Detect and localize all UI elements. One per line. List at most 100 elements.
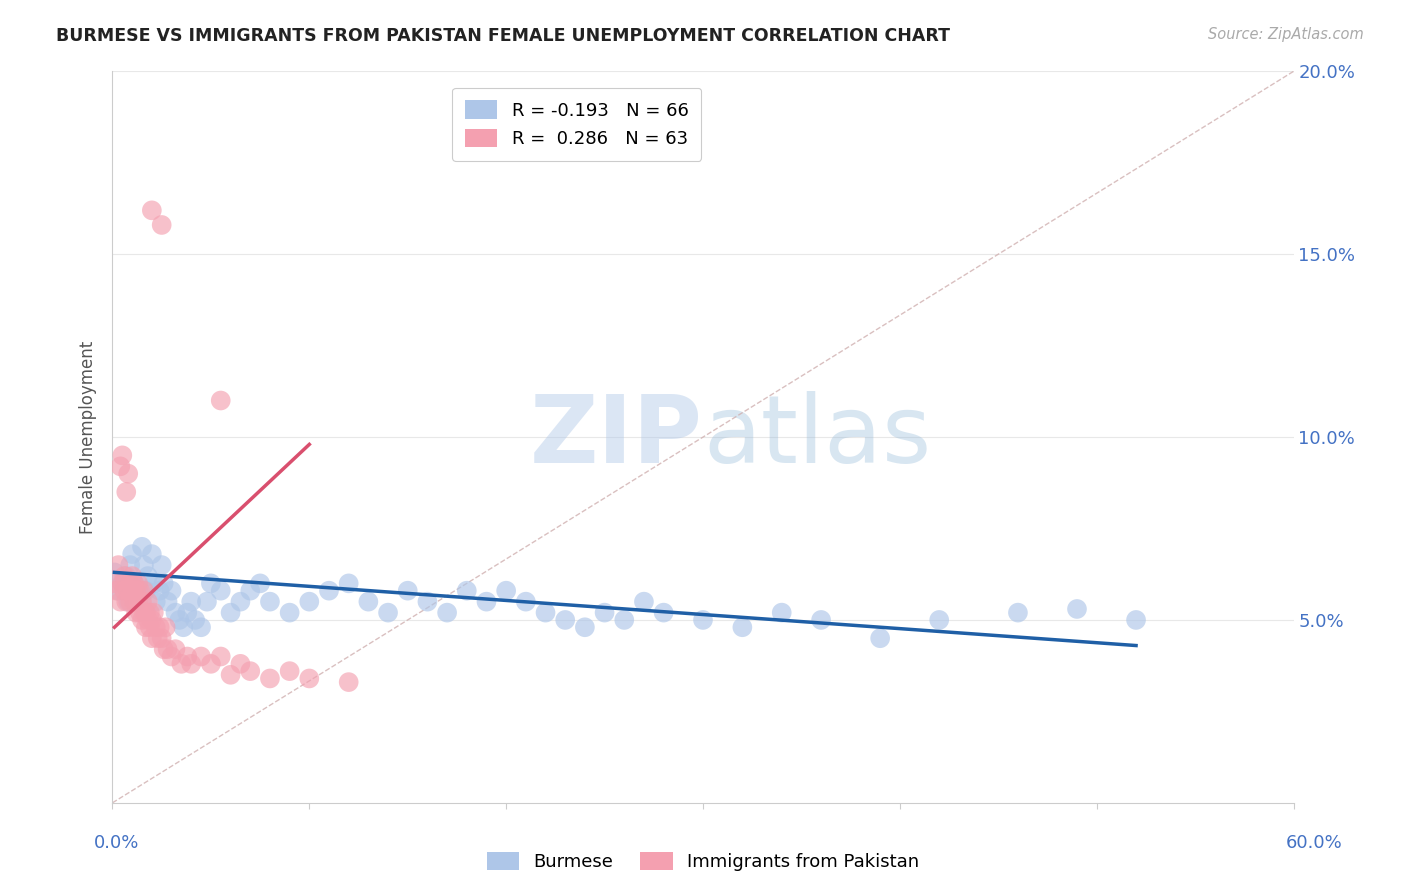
Point <box>117 583 139 598</box>
Legend: R = -0.193   N = 66, R =  0.286   N = 63: R = -0.193 N = 66, R = 0.286 N = 63 <box>453 87 702 161</box>
Point <box>160 583 183 598</box>
Point <box>146 632 169 646</box>
Point <box>869 632 891 646</box>
Point <box>652 606 675 620</box>
Text: 0.0%: 0.0% <box>94 834 139 852</box>
Point <box>127 576 149 591</box>
Point <box>150 558 173 573</box>
Point <box>135 620 157 634</box>
Point <box>180 657 202 671</box>
Point <box>337 675 360 690</box>
Point <box>574 620 596 634</box>
Point <box>131 613 153 627</box>
Y-axis label: Female Unemployment: Female Unemployment <box>79 341 97 533</box>
Point <box>593 606 616 620</box>
Point <box>436 606 458 620</box>
Point <box>318 583 340 598</box>
Point <box>534 606 557 620</box>
Legend: Burmese, Immigrants from Pakistan: Burmese, Immigrants from Pakistan <box>479 845 927 879</box>
Text: Source: ZipAtlas.com: Source: ZipAtlas.com <box>1208 27 1364 42</box>
Point <box>149 583 172 598</box>
Point <box>110 594 132 608</box>
Point <box>377 606 399 620</box>
Point <box>1125 613 1147 627</box>
Point <box>121 547 143 561</box>
Point <box>115 594 138 608</box>
Point <box>122 594 145 608</box>
Point <box>132 583 155 598</box>
Point <box>156 594 179 608</box>
Point <box>127 583 149 598</box>
Point <box>125 594 148 608</box>
Point <box>160 649 183 664</box>
Point <box>152 642 174 657</box>
Point <box>229 657 252 671</box>
Point <box>169 613 191 627</box>
Point <box>200 576 222 591</box>
Point <box>142 606 165 620</box>
Point <box>495 583 517 598</box>
Point <box>155 620 177 634</box>
Point <box>209 649 232 664</box>
Point <box>111 448 134 462</box>
Point <box>249 576 271 591</box>
Point <box>145 620 167 634</box>
Point <box>1007 606 1029 620</box>
Point <box>692 613 714 627</box>
Point <box>120 558 142 573</box>
Point <box>142 576 165 591</box>
Point <box>112 583 135 598</box>
Point <box>149 620 172 634</box>
Point <box>165 642 187 657</box>
Point <box>132 606 155 620</box>
Point <box>117 467 139 481</box>
Point <box>131 540 153 554</box>
Point <box>278 664 301 678</box>
Point <box>475 594 498 608</box>
Point <box>259 672 281 686</box>
Point <box>396 583 419 598</box>
Point <box>200 657 222 671</box>
Point <box>239 583 262 598</box>
Point <box>219 667 242 681</box>
Point <box>103 576 125 591</box>
Text: atlas: atlas <box>703 391 931 483</box>
Point <box>515 594 537 608</box>
Point <box>152 576 174 591</box>
Point <box>1066 602 1088 616</box>
Point <box>105 583 128 598</box>
Point <box>180 594 202 608</box>
Point <box>150 218 173 232</box>
Point <box>172 620 194 634</box>
Point <box>107 583 129 598</box>
Point <box>135 583 157 598</box>
Point <box>298 594 321 608</box>
Point <box>195 594 218 608</box>
Text: 60.0%: 60.0% <box>1286 834 1343 852</box>
Point <box>122 576 145 591</box>
Text: ZIP: ZIP <box>530 391 703 483</box>
Point <box>139 620 162 634</box>
Point <box>731 620 754 634</box>
Point <box>121 583 143 598</box>
Point <box>111 576 134 591</box>
Point <box>145 594 167 608</box>
Point <box>136 569 159 583</box>
Point <box>136 594 159 608</box>
Point <box>176 649 198 664</box>
Point <box>209 583 232 598</box>
Point <box>357 594 380 608</box>
Point <box>170 657 193 671</box>
Point <box>298 672 321 686</box>
Point <box>129 583 152 598</box>
Point <box>165 606 187 620</box>
Point <box>259 594 281 608</box>
Point <box>141 613 163 627</box>
Point <box>141 203 163 218</box>
Point <box>176 606 198 620</box>
Point <box>141 632 163 646</box>
Point <box>928 613 950 627</box>
Point <box>209 393 232 408</box>
Point <box>132 558 155 573</box>
Text: BURMESE VS IMMIGRANTS FROM PAKISTAN FEMALE UNEMPLOYMENT CORRELATION CHART: BURMESE VS IMMIGRANTS FROM PAKISTAN FEMA… <box>56 27 950 45</box>
